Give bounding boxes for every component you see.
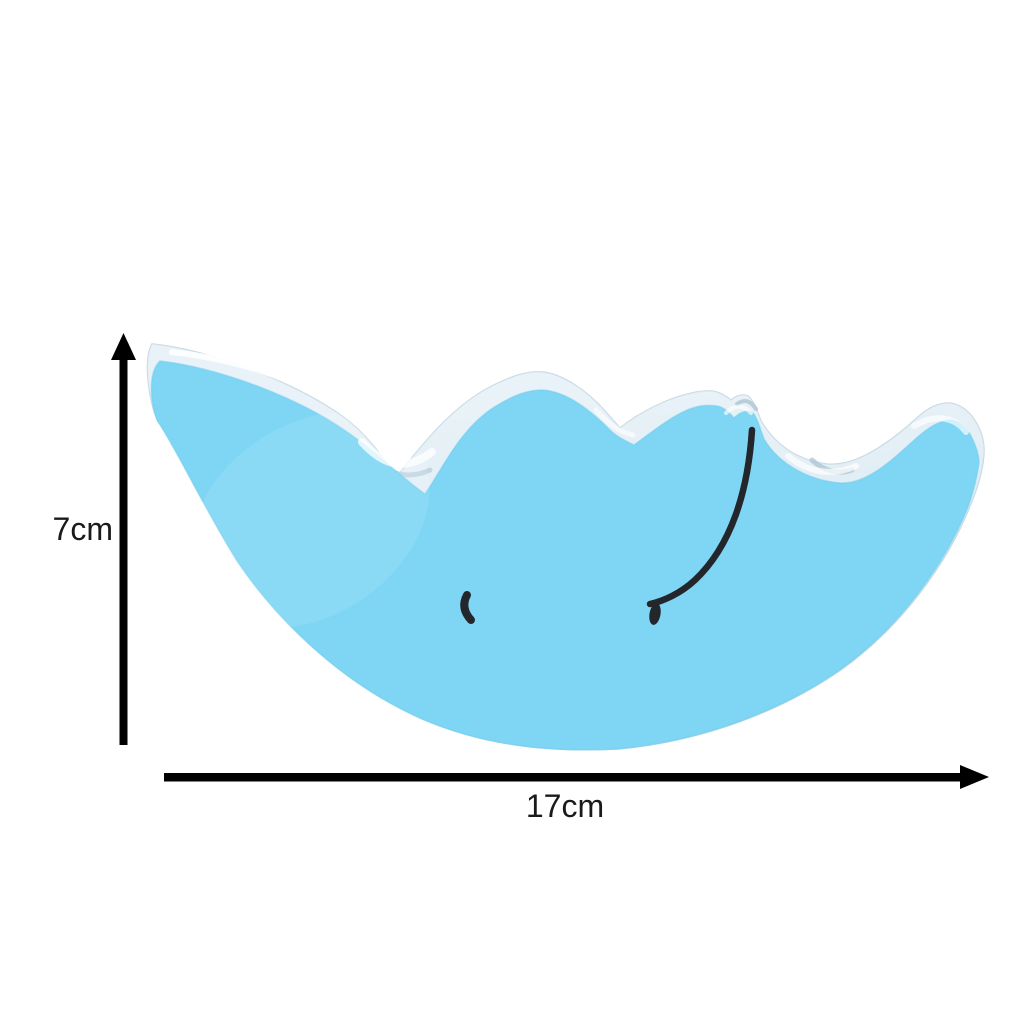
rim-highlight-left-slope: [169, 349, 339, 407]
height-arrow-head: [111, 333, 136, 360]
rim-highlight-valley-right: [785, 453, 859, 475]
moon-body-sheen: [190, 412, 430, 628]
width-dimension-arrow: [164, 765, 989, 789]
rim-shadow-nose-notch: [735, 399, 758, 411]
height-arrow-line: [119, 353, 128, 745]
rim-highlight-right-lobe: [911, 415, 969, 435]
moon-body: [150, 360, 980, 751]
height-dimension-arrow: [111, 333, 136, 745]
rim-highlight-nose: [724, 404, 753, 415]
moon-eye-line: [460, 591, 475, 624]
height-dimension-label: 7cm: [52, 511, 113, 547]
rim-highlight-valley-left: [358, 438, 436, 468]
moon-cheek-line-end-drop: [649, 603, 661, 625]
width-arrow-line: [164, 773, 962, 782]
width-dimension-label: 17cm: [525, 788, 605, 824]
width-arrow-head: [960, 765, 989, 789]
rim-highlight-valley-mid: [593, 407, 636, 438]
moon-cheek-line: [646, 426, 756, 608]
